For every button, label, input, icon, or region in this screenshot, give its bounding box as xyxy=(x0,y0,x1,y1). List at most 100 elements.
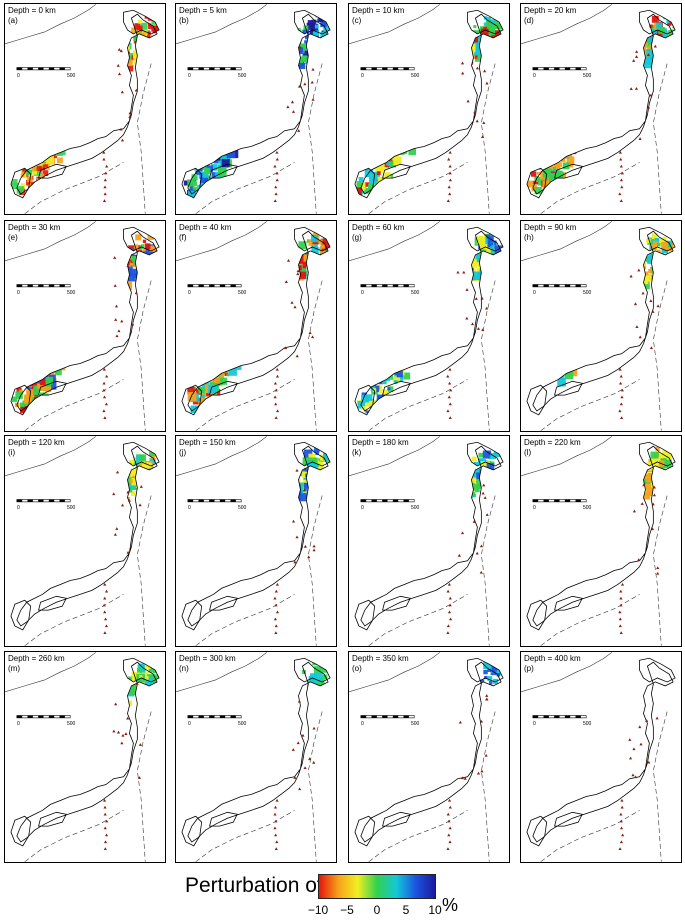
scale-bar-end-label: 500 xyxy=(67,721,76,727)
scale-bar-end-label: 500 xyxy=(411,73,420,79)
volcano-markers xyxy=(446,270,489,420)
continent-coastline xyxy=(5,652,97,693)
panel-depth-title: Depth = 150 km xyxy=(179,438,236,447)
scale-bar-start-label: 0 xyxy=(17,721,20,727)
panel-letter-label: (k) xyxy=(352,448,362,457)
panel-depth-title: Depth = 0 km xyxy=(8,6,56,15)
island-outline xyxy=(639,9,676,35)
island-outline xyxy=(526,815,548,847)
scale-bar-start-label: 0 xyxy=(17,505,20,511)
island-outline xyxy=(16,230,158,412)
island-outline xyxy=(467,657,504,683)
panel-depth-title: Depth = 30 km xyxy=(8,223,61,232)
panel-depth-title: Depth = 20 km xyxy=(524,6,577,15)
island-outline xyxy=(209,163,238,179)
scale-bar-end-label: 500 xyxy=(67,505,76,511)
island-outline xyxy=(532,13,674,195)
island-outline xyxy=(181,599,203,631)
island-outline xyxy=(382,811,411,827)
map-panel-c: Depth = 10 km (c) 0 500 xyxy=(348,3,510,215)
island-outline xyxy=(123,441,160,467)
trench-line xyxy=(195,280,323,431)
island-outline xyxy=(294,657,331,683)
volcano-markers xyxy=(273,467,316,635)
velocity-perturbation-field xyxy=(354,16,504,198)
scale-bar xyxy=(187,284,242,288)
scale-bar xyxy=(360,499,415,503)
island-outline xyxy=(532,230,674,412)
island-outline xyxy=(354,599,376,631)
scale-bar-end-label: 500 xyxy=(583,505,592,511)
volcano-markers xyxy=(618,44,657,203)
island-outline xyxy=(123,9,160,35)
panel-depth-title: Depth = 220 km xyxy=(524,438,581,447)
panel-letter-label: (c) xyxy=(352,16,362,25)
velocity-perturbation-field xyxy=(11,11,160,198)
panel-depth-title: Depth = 350 km xyxy=(352,654,409,663)
island-outline xyxy=(181,167,203,199)
japan-map xyxy=(349,4,504,214)
panel-depth-title: Depth = 5 km xyxy=(179,6,227,15)
panel-depth-title: Depth = 60 km xyxy=(352,223,405,232)
panel-letter-label: (d) xyxy=(524,16,534,25)
scale-bar-end-label: 500 xyxy=(411,290,420,296)
island-outline xyxy=(554,811,583,827)
trench-line xyxy=(368,63,496,214)
scale-bar xyxy=(187,715,242,719)
scale-bar-end-label: 500 xyxy=(67,73,76,79)
island-outline xyxy=(467,226,504,252)
trench-line xyxy=(540,495,668,646)
island-outline xyxy=(16,445,158,627)
trench-line xyxy=(24,63,152,214)
colorbar-tick: 10 xyxy=(428,903,442,917)
scale-bar-start-label: 0 xyxy=(361,505,364,511)
island-outline xyxy=(360,445,502,627)
japan-map xyxy=(176,652,331,862)
colorbar-tick: −5 xyxy=(340,903,354,917)
island-outline xyxy=(354,815,376,847)
island-outline xyxy=(360,661,502,843)
island-outline xyxy=(10,384,32,416)
island-outline xyxy=(382,163,411,179)
island-outline xyxy=(123,657,160,683)
scale-bar xyxy=(532,499,587,503)
colorbar-tick: 0 xyxy=(373,903,381,917)
panel-letter-label: (j) xyxy=(179,448,187,457)
panel-letter-label: (i) xyxy=(8,448,16,457)
map-panel-m: Depth = 260 km (m) 0 500 xyxy=(4,651,166,863)
volcano-markers xyxy=(618,483,660,635)
panel-letter-label: (f) xyxy=(179,233,187,242)
scale-bar xyxy=(360,715,415,719)
island-outline xyxy=(187,13,329,195)
scale-bar-start-label: 0 xyxy=(188,290,191,296)
map-panel-l: Depth = 220 km (l) 0 500 xyxy=(520,435,682,647)
scale-bar-start-label: 0 xyxy=(533,721,536,727)
island-outline xyxy=(360,13,502,195)
scale-bar xyxy=(16,715,71,719)
volcano-markers xyxy=(618,268,660,420)
volcano-markers xyxy=(618,716,659,851)
island-outline xyxy=(209,811,238,827)
panel-letter-label: (a) xyxy=(8,16,18,25)
japan-map xyxy=(176,221,331,431)
panel-depth-title: Depth = 400 km xyxy=(524,654,581,663)
scale-bar-start-label: 0 xyxy=(361,721,364,727)
velocity-perturbation-field xyxy=(11,233,159,414)
volcano-markers xyxy=(273,45,315,203)
island-outline xyxy=(526,599,548,631)
continent-coastline xyxy=(5,221,97,262)
panel-letter-label: (m) xyxy=(8,664,20,673)
scale-bar-end-label: 500 xyxy=(238,290,247,296)
colorbar-tick: −10 xyxy=(307,903,329,917)
continent-coastline xyxy=(5,436,97,477)
scale-bar-end-label: 500 xyxy=(411,721,420,727)
scale-bar xyxy=(187,499,242,503)
island-outline xyxy=(554,380,583,396)
volcano-markers xyxy=(446,483,489,635)
scale-bar xyxy=(360,284,415,288)
panel-letter-label: (e) xyxy=(8,233,18,242)
volcano-markers xyxy=(102,681,143,851)
volcano-markers xyxy=(446,61,489,203)
colorbar-tick: 5 xyxy=(402,903,410,917)
island-outline xyxy=(181,384,203,416)
